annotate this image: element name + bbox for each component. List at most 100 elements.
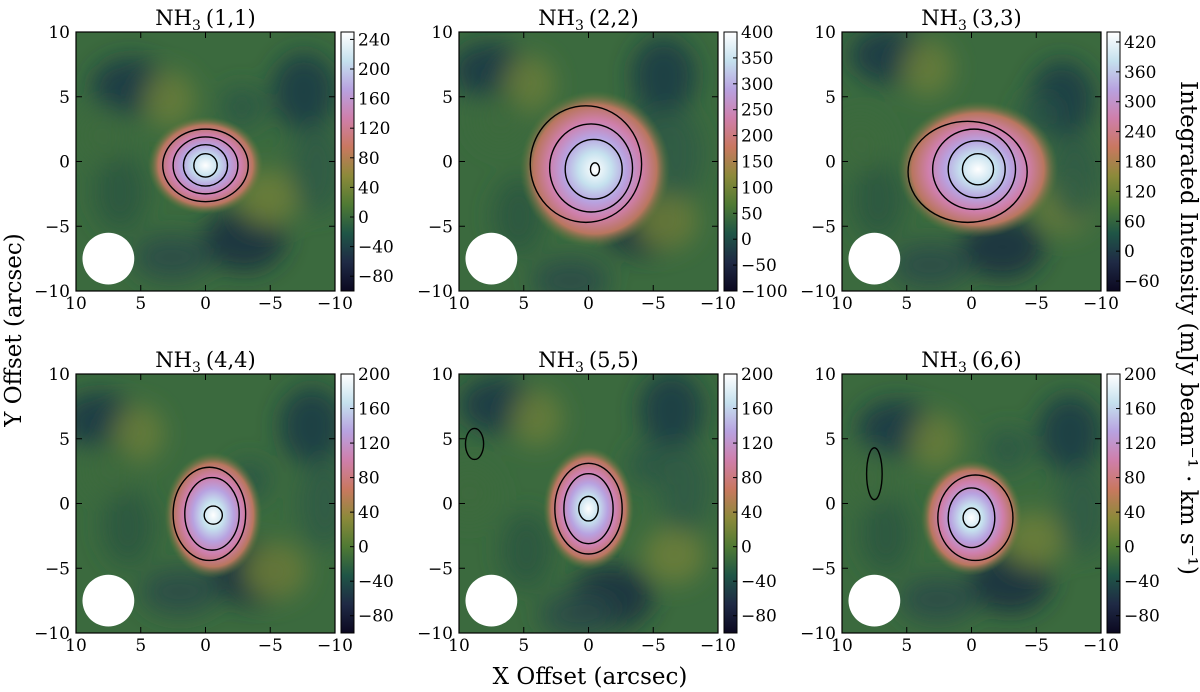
contour-line (947, 487, 996, 549)
x-tick-label: 5 (135, 294, 146, 314)
noise-patch (658, 442, 711, 534)
noise-patch (1049, 131, 1101, 223)
y-tick-label: −10 (417, 282, 453, 302)
noise-patch (81, 441, 139, 499)
y-tick-label: 0 (442, 153, 453, 173)
x-tick-label: 5 (901, 636, 912, 656)
panel-nh3-1: NH3 (1,1) 10 5 0 −5 −10 −10 −5 0 5 10 −80 −40 0 40 80 120… (34, 6, 394, 314)
colorbar-label: Integrated Intensity (mJy beam⁻¹ · km s⁻… (1175, 81, 1200, 575)
colorbar-tick-label: 40 (358, 178, 380, 198)
contour-line (962, 507, 981, 529)
y-tick-label: 0 (825, 153, 836, 173)
contour-line (961, 153, 995, 186)
noise-patch (221, 86, 263, 128)
y-tick-label: −5 (811, 559, 836, 579)
x-tick-label: 10 (448, 294, 470, 314)
panel-title: NH3 (3,3) (921, 6, 1021, 34)
noise-patch (140, 568, 219, 615)
colorbar-tick-label: −80 (358, 607, 394, 627)
x-tick-label: 0 (966, 636, 977, 656)
title-transition: (4,4) (206, 348, 256, 372)
colorbar (341, 32, 354, 291)
y-tick-label: 0 (825, 495, 836, 515)
x-tick-label: −5 (258, 294, 283, 314)
colorbar-tick-label: 80 (358, 469, 380, 489)
colorbar-tick-label: −50 (741, 256, 777, 276)
emission-peak (147, 116, 264, 215)
y-tick-label: −5 (45, 217, 70, 237)
noise-patch (101, 487, 154, 566)
x-tick-label: 10 (65, 294, 87, 314)
x-tick-label: −5 (641, 294, 666, 314)
contour-line (172, 466, 247, 562)
colorbar-tick-label: 240 (1124, 123, 1156, 143)
contour-line (554, 462, 623, 555)
noise-patch (531, 257, 610, 291)
colorbar-tick-label: 120 (1124, 434, 1156, 454)
y-tick-label: −5 (428, 559, 453, 579)
noise-patch (842, 114, 889, 172)
noise-patch (639, 374, 704, 450)
colorbar-tick-label: −40 (358, 238, 394, 258)
x-tick-label: −10 (317, 636, 353, 656)
y-tick-label: 10 (814, 365, 836, 385)
beam-marker (82, 574, 135, 627)
colorbar (724, 374, 737, 633)
panel-title: NH3 (6,6) (921, 348, 1021, 376)
colorbar-tick-label: −60 (1124, 272, 1160, 292)
colorbar-tick-label: 0 (741, 230, 752, 250)
title-subscript: 3 (575, 18, 584, 34)
noise-patch (891, 241, 969, 289)
colorbar (724, 32, 737, 291)
y-axis-label: Y Offset (arcsec) (1, 233, 27, 428)
colorbar-frame (340, 31, 355, 292)
noise-patch (132, 234, 211, 281)
noise-patch (459, 464, 498, 522)
y-tick-label: 0 (59, 495, 70, 515)
colorbar-tick-label: −80 (1124, 607, 1160, 627)
contour-line (193, 153, 218, 178)
colorbar-tick-label: 80 (1124, 469, 1146, 489)
noise-patch (909, 412, 962, 470)
x-tick-label: 0 (583, 636, 594, 656)
y-tick-label: 5 (59, 430, 70, 450)
title-transition: (3,3) (972, 6, 1022, 30)
contour-line (162, 128, 249, 203)
noise-patch (539, 591, 617, 633)
y-tick-label: 0 (442, 495, 453, 515)
colorbar-tick-label: 0 (1124, 242, 1135, 262)
noise-patch (987, 428, 1029, 470)
contour-line (564, 138, 623, 200)
colorbar-tick-label: 100 (741, 178, 773, 198)
beam-marker (848, 574, 901, 627)
noise-patch (298, 458, 335, 549)
colorbar-tick-label: 400 (741, 23, 773, 43)
noise-patch (852, 161, 905, 240)
title-molecule: NH (155, 348, 192, 372)
contour-line (184, 476, 240, 551)
noise-patch (143, 70, 196, 128)
y-tick-label: −10 (34, 282, 70, 302)
contour-line (172, 136, 239, 195)
y-tick-label: 5 (825, 430, 836, 450)
colorbar-tick-label: 40 (1124, 503, 1146, 523)
panel-title: NH3 (1,1) (155, 6, 255, 34)
panel-title: NH3 (5,5) (538, 348, 638, 376)
panel-title: NH3 (2,2) (538, 6, 638, 34)
x-tick-label: 10 (65, 636, 87, 656)
noise-patch (76, 107, 131, 165)
contour-line (865, 447, 883, 501)
y-tick-label: 10 (814, 23, 836, 43)
noise-patch (500, 511, 553, 589)
colorbar-tick-label: −40 (358, 572, 394, 592)
emission-peak (164, 452, 263, 579)
contour-line (578, 495, 599, 522)
emission-peak (543, 447, 634, 570)
panel-nh3-3: NH3 (3,3) 10 5 0 −5 −10 −10 −5 0 5 10 −60 0 60 120 180 24… (800, 6, 1160, 314)
contour-line (464, 427, 485, 461)
colorbar-tick-label: 200 (358, 365, 390, 385)
colorbar-tick-label: 0 (1124, 538, 1135, 558)
y-tick-label: 5 (825, 88, 836, 108)
x-tick-label: 0 (200, 636, 211, 656)
panel-nh3-4: NH3 (4,4) 10 5 0 −5 −10 −10 −5 0 5 10 −80 −40 0 40 80 120… (34, 348, 394, 656)
